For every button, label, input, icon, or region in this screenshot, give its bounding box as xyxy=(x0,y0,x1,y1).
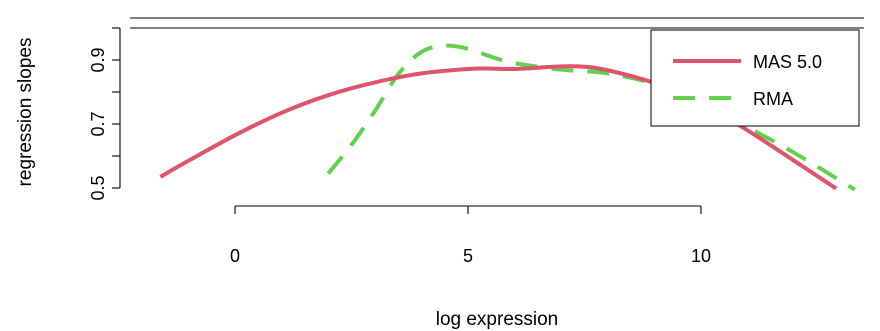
legend-box xyxy=(650,29,860,127)
legend-label: RMA xyxy=(753,89,793,109)
y-axis-title: regression slopes xyxy=(15,38,36,187)
x-tick-label: 0 xyxy=(230,246,240,266)
legend: MAS 5.0 RMA xyxy=(650,29,860,127)
y-ticks: 0.5 0.7 0.9 xyxy=(88,27,120,201)
x-ticks: 0 5 10 xyxy=(130,17,864,266)
x-axis-title: log expression xyxy=(436,309,559,330)
y-tick-label: 0.5 xyxy=(88,175,108,200)
y-tick-label: 0.9 xyxy=(88,47,108,72)
x-tick-label: 5 xyxy=(463,246,473,266)
y-tick-label: 0.7 xyxy=(88,111,108,136)
legend-label: MAS 5.0 xyxy=(753,52,822,72)
x-tick-label: 10 xyxy=(691,246,711,266)
